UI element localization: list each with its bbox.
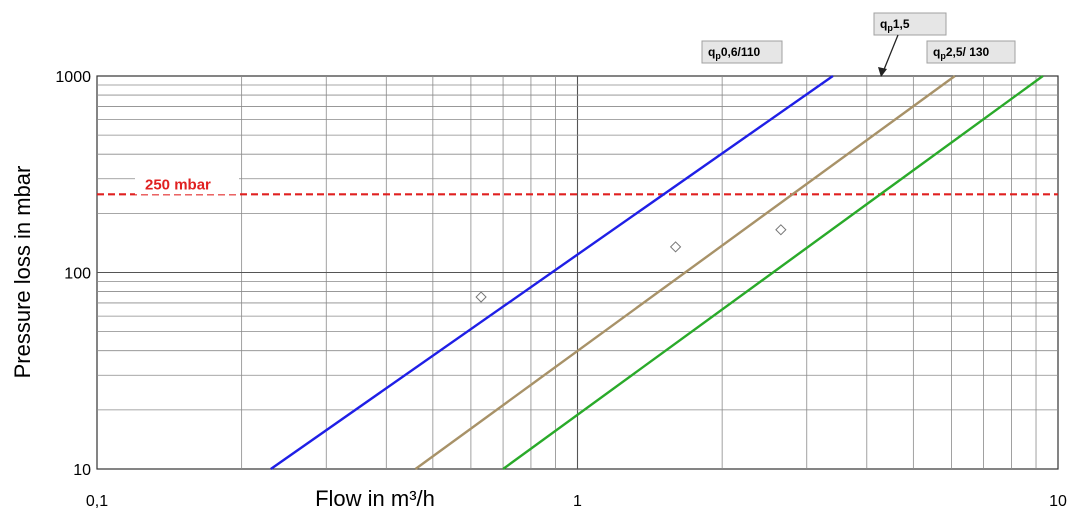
- reference-label-background: [135, 172, 239, 195]
- series-marker-2: [669, 241, 682, 253]
- y-tick-label: 100: [64, 266, 91, 283]
- series-group: [270, 75, 1044, 470]
- x-tick-label: 0,1: [86, 493, 108, 509]
- series-callouts: qp0,6/110 qp1,5 qp2,5/ 130: [701, 12, 1016, 77]
- y-tick-label: 1000: [55, 69, 91, 86]
- series-callout-label-1: qp0,6/110: [708, 45, 761, 61]
- y-axis-label: Pressure loss in mbar: [10, 166, 35, 379]
- callout-arrowhead: [878, 67, 887, 77]
- series-line-1: [270, 75, 834, 470]
- series-callout-box-2: [873, 12, 947, 36]
- tick-labels: 0,1 1 10 10 100 1000: [55, 69, 1067, 509]
- reference-label: 250 mbar: [145, 176, 211, 193]
- reference-line-group: 250 mbar: [97, 172, 1058, 196]
- series-callout-box-3: [926, 40, 1016, 64]
- grid: [96, 75, 1059, 470]
- x-tick-label: 10: [1049, 493, 1067, 509]
- y-tick-label: 10: [73, 462, 91, 479]
- callout-leader-line: [882, 34, 899, 73]
- series-line-2: [414, 75, 956, 470]
- series-line-3: [502, 75, 1044, 470]
- series-callout-label-2: qp1,5: [880, 17, 910, 33]
- series-callout-label-3: qp2,5/ 130: [933, 45, 990, 61]
- series-marker-3: [775, 224, 787, 236]
- series-callout-box-1: [701, 40, 783, 64]
- x-axis-label: Flow in m³/h: [315, 486, 435, 509]
- x-tick-label: 1: [573, 493, 582, 509]
- series-marker-1: [475, 291, 487, 303]
